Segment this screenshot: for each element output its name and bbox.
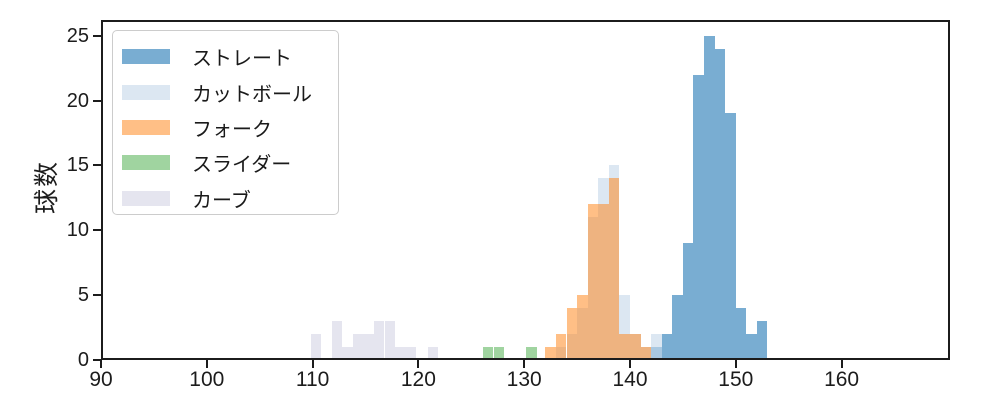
legend-swatch (122, 119, 170, 135)
histogram-bar (682, 243, 694, 360)
histogram-bar (704, 35, 715, 360)
histogram-bar (693, 74, 704, 360)
y-tick-mark (93, 164, 101, 167)
y-tick-label: 10 (66, 219, 89, 242)
series-3 (101, 20, 950, 360)
histogram-bar (598, 204, 609, 360)
x-tick-label: 140 (612, 368, 648, 391)
histogram-bar (608, 178, 620, 360)
histogram-bar (352, 334, 364, 360)
x-tick-mark (205, 360, 208, 368)
x-tick-mark (100, 360, 102, 368)
x-tick-label: 160 (824, 368, 860, 391)
histogram-bar (566, 308, 578, 360)
x-tick-mark (523, 360, 526, 368)
y-tick-mark (93, 359, 101, 361)
histogram-bar (526, 347, 537, 360)
histogram-bar (756, 321, 768, 360)
histogram-bar (405, 347, 417, 360)
x-tick-mark (734, 360, 737, 368)
x-tick-mark (629, 360, 631, 368)
histogram-bar (482, 347, 494, 360)
histogram-bar (661, 334, 673, 360)
y-tick-label: 0 (77, 349, 89, 371)
histogram-bar (714, 48, 726, 360)
legend-item: ストレート (122, 39, 338, 74)
histogram-bar (310, 334, 322, 360)
x-tick-mark (840, 360, 843, 368)
x-tick-label: 130 (506, 368, 542, 391)
y-tick-mark (93, 99, 101, 102)
histogram-bar (725, 113, 736, 360)
histogram-bar (545, 347, 556, 360)
histogram-bar (493, 347, 505, 360)
histogram-bar (746, 334, 757, 360)
legend-item: フォーク (122, 110, 338, 145)
series-4 (101, 20, 950, 360)
plot-area: ストレートカットボール フォークスライダーカーブ (101, 20, 950, 360)
legend-label: フォーク (192, 118, 272, 141)
y-tick-mark (93, 294, 101, 297)
legend-label: カーブ (192, 189, 251, 212)
series-1 (101, 20, 950, 360)
legend-label: ストレート (192, 48, 292, 71)
histogram-bar (384, 321, 396, 360)
x-tick-mark (417, 360, 420, 368)
histogram-bar (735, 308, 747, 360)
histogram-bar (331, 321, 343, 360)
legend-label: スライダー (192, 154, 292, 177)
x-tick-mark (311, 360, 314, 368)
legend-swatch (122, 84, 170, 100)
histogram-bar (555, 334, 567, 360)
legend-swatch (122, 190, 170, 206)
histogram-bar (395, 347, 406, 360)
histogram-bar (651, 334, 662, 360)
legend-swatch (122, 155, 170, 171)
histogram-bar (373, 321, 385, 360)
histogram-layers (101, 20, 950, 360)
histogram-bar (630, 334, 641, 360)
x-tick-label: 120 (400, 368, 436, 391)
y-tick-label: 5 (77, 284, 89, 307)
x-tick-label: 90 (89, 368, 113, 391)
histogram-bar (619, 334, 630, 360)
histogram-bar (363, 334, 374, 360)
histogram-bar (342, 347, 353, 360)
x-tick-label: 150 (718, 368, 754, 391)
legend: ストレートカットボール フォークスライダーカーブ (112, 30, 339, 215)
y-axis-label: 球数 (33, 159, 61, 215)
histogram-bar (587, 204, 599, 360)
histogram-bar (640, 347, 652, 360)
x-tick-label: 100 (189, 368, 225, 391)
legend-label: カットボール (192, 83, 312, 106)
legend-item: カットボール (122, 74, 338, 109)
legend-item: カーブ (122, 181, 338, 216)
x-tick-label: 110 (295, 368, 330, 391)
legend-item: スライダー (122, 145, 338, 180)
histogram-bar (427, 347, 439, 360)
y-tick-label: 20 (66, 89, 89, 112)
y-tick-label: 25 (66, 24, 89, 47)
histogram-bar (577, 295, 588, 360)
legend-swatch (122, 49, 170, 65)
y-tick-mark (93, 34, 101, 37)
series-5 (101, 20, 950, 360)
histogram-bar (672, 295, 683, 360)
histogram-bar (619, 295, 630, 360)
y-tick-mark (93, 229, 101, 232)
